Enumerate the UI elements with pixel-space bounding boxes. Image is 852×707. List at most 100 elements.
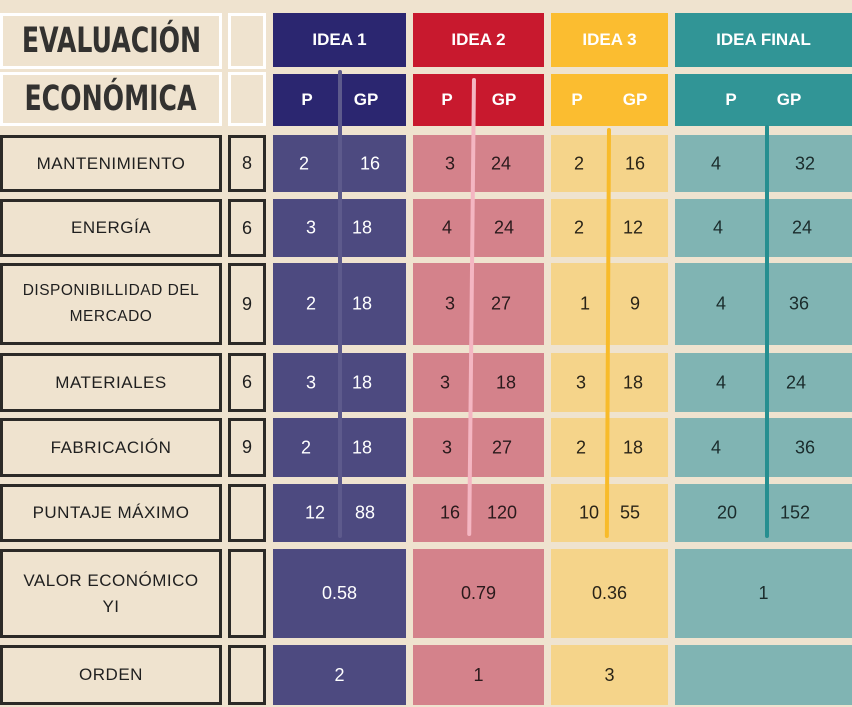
criterion-label: ENERGÍA [70, 218, 152, 237]
orden-value: 2 [334, 664, 345, 685]
p-header: P [725, 90, 737, 109]
weight-value: 8 [241, 153, 252, 173]
weight-cell: 9 [228, 418, 266, 477]
criterion-label-line-1: DISPONIBILLIDAD DEL [22, 282, 200, 299]
weight-value: 6 [241, 372, 252, 392]
valor-value: 0.36 [591, 583, 628, 603]
weight-cell: 9 [228, 263, 266, 345]
idea-2-score-cell: 3 24 [413, 135, 544, 192]
p-value: 10 [578, 502, 600, 523]
orden-value: 3 [604, 664, 615, 685]
idea-3-score-cell: 2 18 [551, 418, 668, 477]
p-header: P [441, 90, 453, 109]
title-line-2: ECONÓMICA [24, 78, 198, 119]
idea-2-header-label: IDEA 2 [451, 30, 506, 49]
idea-2-score-cell: 16 120 [413, 484, 544, 542]
criterion-label: MANTENIMIENTO [36, 153, 186, 173]
p-value: 4 [712, 217, 724, 238]
p-value: 2 [575, 437, 587, 457]
weight-cell [228, 549, 266, 638]
gp-value: 18 [495, 372, 517, 392]
p-value: 12 [304, 502, 326, 523]
p-value: 4 [710, 153, 722, 173]
idea-2-score-cell: 4 24 [413, 199, 544, 257]
p-value: 4 [715, 372, 727, 392]
gp-value: 18 [622, 372, 644, 392]
gp-value: 24 [493, 217, 515, 238]
gp-value: 18 [351, 217, 373, 238]
weight-cell: 6 [228, 199, 266, 257]
gp-value: 152 [779, 502, 811, 523]
weight-cell: 8 [228, 135, 266, 192]
idea-final-score-cell: 4 32 [675, 135, 852, 192]
p-value: 20 [716, 502, 738, 523]
idea-1-orden-cell: 2 [273, 645, 406, 705]
valor-value: 1 [758, 583, 769, 603]
criterion-disponibilidad: DISPONIBILLIDAD DEL MERCADO [0, 263, 222, 345]
criterion-orden: ORDEN [0, 645, 222, 705]
weight-value: 9 [241, 437, 252, 457]
weight-subheader-box [228, 72, 266, 126]
criterion-label-line-2: MERCADO [69, 308, 153, 325]
criterion-label-line-1: VALOR ECONÓMICO [23, 570, 199, 590]
idea-3-header: IDEA 3 [551, 13, 668, 67]
weight-cell [228, 645, 266, 705]
idea-3-subheader: P GP [551, 74, 668, 126]
p-value: 2 [573, 153, 585, 173]
gp-value: 36 [794, 437, 816, 457]
criterion-label: ORDEN [79, 665, 143, 684]
gp-value: 18 [351, 437, 373, 457]
valor-value: 0.58 [321, 583, 358, 603]
gp-value: 18 [622, 437, 644, 457]
p-value: 3 [305, 217, 317, 238]
idea-2-score-cell: 3 27 [413, 263, 544, 345]
idea-final-score-cell: 4 36 [675, 263, 852, 345]
criterion-label-line-2: YI [102, 596, 120, 616]
p-value: 2 [573, 217, 585, 238]
idea-final-score-cell: 20 152 [675, 484, 852, 542]
weight-cell: 6 [228, 353, 266, 412]
idea-1-valor-cell: 0.58 [273, 549, 406, 638]
gp-value: 12 [622, 217, 644, 238]
idea-final-divider-line [765, 125, 769, 538]
idea-2-header: IDEA 2 [413, 13, 544, 67]
idea-final-orden-cell [675, 645, 852, 705]
gp-header: GP [622, 90, 648, 109]
gp-value: 16 [624, 153, 646, 173]
p-value: 4 [441, 217, 453, 238]
p-value: 4 [710, 437, 722, 457]
criterion-label: PUNTAJE MÁXIMO [32, 503, 190, 522]
gp-value: 27 [490, 293, 512, 314]
idea-final-header-label: IDEA FINAL [716, 30, 811, 49]
p-value: 3 [305, 372, 317, 392]
idea-2-subheader: P GP [413, 74, 544, 126]
gp-header: GP [776, 90, 802, 109]
idea-3-orden-cell: 3 [551, 645, 668, 705]
p-value: 3 [444, 153, 456, 173]
criterion-label: FABRICACIÓN [50, 437, 172, 457]
gp-value: 18 [351, 293, 373, 314]
orden-value: 1 [473, 664, 484, 685]
criterion-mantenimiento: MANTENIMIENTO [0, 135, 222, 192]
idea-final-subheader: P GP [675, 74, 852, 126]
p-value: 4 [715, 293, 727, 314]
idea-final-score-cell: 4 36 [675, 418, 852, 477]
criterion-puntaje-maximo: PUNTAJE MÁXIMO [0, 484, 222, 542]
idea-2-score-cell: 3 18 [413, 353, 544, 412]
title-line-2-box: ECONÓMICA [0, 72, 222, 126]
gp-value: 18 [351, 372, 373, 392]
idea-2-score-cell: 3 27 [413, 418, 544, 477]
criterion-valor-economico: VALOR ECONÓMICO YI [0, 549, 222, 638]
criterion-label: MATERIALES [55, 372, 167, 392]
p-value: 2 [300, 437, 312, 457]
gp-value: 16 [359, 153, 381, 173]
p-value: 3 [444, 293, 456, 314]
idea-1-header: IDEA 1 [273, 13, 406, 67]
idea-final-score-cell: 4 24 [675, 199, 852, 257]
idea-2-valor-cell: 0.79 [413, 549, 544, 638]
gp-value: 24 [791, 217, 813, 238]
p-value: 1 [579, 293, 591, 314]
criterion-materiales: MATERIALES [0, 353, 222, 412]
p-value: 2 [298, 153, 310, 173]
